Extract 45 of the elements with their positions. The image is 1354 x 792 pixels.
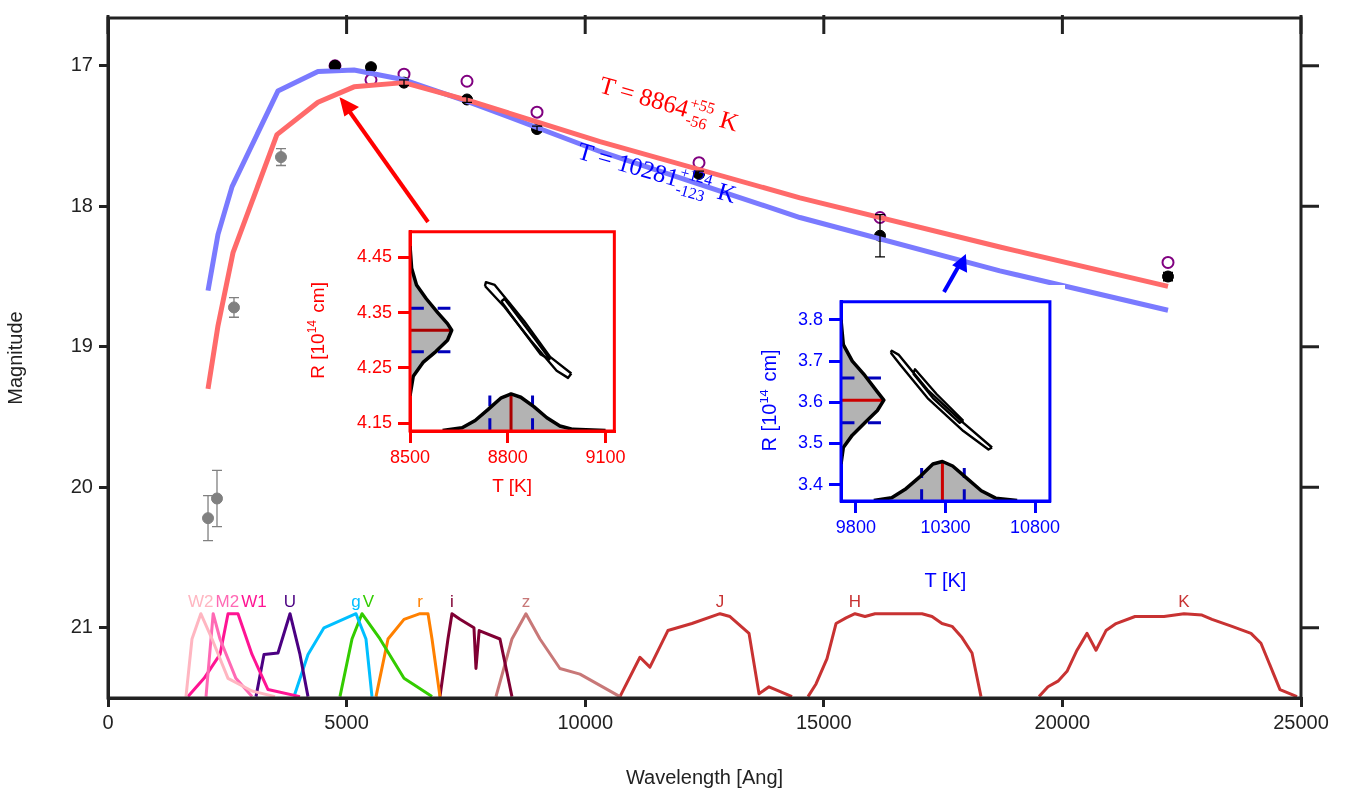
x-axis-title: T [K]	[492, 474, 533, 496]
y-tick-label: 3.4	[797, 473, 823, 494]
series-label: z	[521, 591, 531, 611]
y-tick-label: 21	[70, 615, 93, 638]
y-tick-label: 18	[70, 193, 93, 216]
series-label: W2	[188, 591, 214, 611]
y-tick-label: 17	[70, 53, 93, 76]
y-axis-title: Magnitude	[4, 311, 26, 405]
x-tick-label: 5000	[324, 710, 369, 733]
x-tick-label: 8800	[487, 446, 528, 467]
y-tick-label: 4.15	[356, 412, 392, 433]
series-label: i	[450, 591, 454, 611]
series-label: r	[417, 591, 424, 611]
annotation: T = 10281+124-123 K	[574, 136, 740, 208]
series-label: U	[283, 591, 297, 611]
y-tick-label: 4.45	[356, 246, 392, 267]
x-tick-label: 0	[102, 710, 114, 733]
x-tick-label: 10800	[1010, 516, 1061, 537]
y-tick-label: 19	[70, 334, 93, 357]
series-label: W1	[241, 591, 267, 611]
series-label: g	[351, 591, 361, 611]
y-axis-title: R [1014 cm]	[305, 282, 328, 379]
x-axis-title: T [K]	[924, 568, 967, 591]
series-label: H	[848, 591, 862, 611]
y-tick-label: 3.8	[797, 308, 823, 329]
x-tick-label: 10300	[920, 516, 971, 537]
x-tick-label: 20000	[1034, 710, 1091, 733]
x-tick-label: 8500	[389, 446, 431, 467]
x-axis-title: Wavelength [Ang]	[625, 765, 784, 788]
series-label: K	[1178, 591, 1191, 611]
x-tick-label: 15000	[795, 710, 852, 733]
annotation: T = 8864+55-56 K	[596, 70, 742, 137]
y-tick-label: 4.25	[356, 356, 392, 377]
series-label: M2	[215, 591, 240, 611]
y-tick-label: 20	[70, 474, 93, 497]
x-tick-label: 9800	[835, 516, 876, 537]
y-tick-label: 3.6	[797, 391, 823, 412]
y-tick-label: 3.7	[797, 350, 823, 371]
x-tick-label: 25000	[1273, 710, 1329, 733]
series-label: J	[715, 591, 725, 611]
y-tick-label: 3.5	[797, 432, 823, 453]
y-tick-label: 4.35	[356, 301, 392, 322]
x-tick-label: 9100	[585, 446, 626, 467]
series-label: V	[362, 591, 375, 611]
x-tick-label: 10000	[557, 710, 614, 733]
